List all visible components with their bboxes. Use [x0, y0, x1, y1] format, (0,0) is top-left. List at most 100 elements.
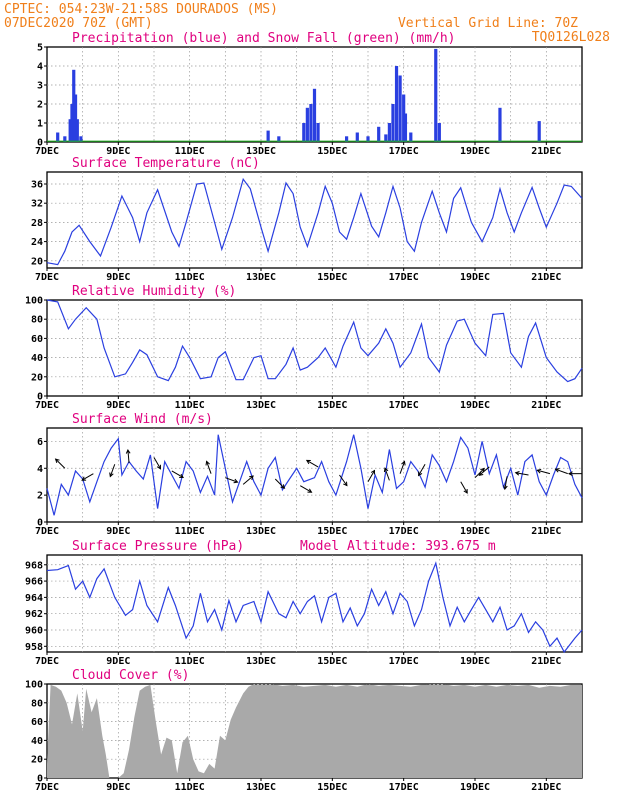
x-tick-label: 21DEC — [531, 782, 561, 793]
y-tick-label: 28 — [31, 218, 43, 229]
x-tick-label: 21DEC — [531, 146, 561, 157]
wind-arrow-head — [383, 467, 389, 473]
x-tick-label: 19DEC — [460, 656, 490, 667]
panel-5: 958 960 962 964 966 968 7DEC 9DEC 11DEC 13DEC 15DE… — [25, 539, 583, 667]
wind-arrow-head — [249, 475, 254, 480]
x-tick-label: 9DEC — [106, 400, 130, 411]
precip-bar — [312, 88, 317, 142]
y-tick-label: 0 — [37, 774, 43, 785]
x-tick-label: 19DEC — [460, 782, 490, 793]
precip-bar — [377, 126, 381, 142]
wind-arrow — [504, 476, 508, 490]
wind-arrow-head — [463, 488, 468, 494]
series-line — [46, 434, 583, 516]
y-tick-label: 6 — [37, 437, 43, 448]
y-tick-label: 80 — [31, 315, 43, 326]
wind-arrow — [474, 468, 485, 479]
wind-arrow — [306, 460, 319, 468]
wind-arrow — [81, 473, 94, 481]
y-tick-label: 20 — [31, 372, 43, 383]
wind-arrow-head — [536, 468, 542, 474]
x-tick-label: 21DEC — [531, 272, 561, 283]
header-location: CPTEC: 054:23W-21:58S DOURADOS (MS) — [4, 2, 278, 17]
wind-arrow — [299, 485, 312, 493]
precip-bar — [73, 94, 78, 142]
y-tick-label: 0 — [37, 518, 43, 529]
panel-frame — [46, 171, 583, 269]
x-tick-label: 9DEC — [106, 656, 130, 667]
panel-2: 20 24 28 32 36 7DEC 9DEC 11DEC 13DEC 15DEC 17DEC 19… — [31, 156, 583, 283]
wind-arrow — [55, 458, 66, 469]
x-tick-label: 9DEC — [106, 272, 130, 283]
panel-title: Cloud Cover (%) — [72, 668, 189, 683]
wind-arrow — [206, 461, 212, 474]
y-tick-label: 966 — [25, 577, 43, 588]
y-tick-label: 1 — [37, 119, 43, 130]
wind-arrow-head — [401, 460, 406, 466]
header-model-code: TQ0126L028 — [532, 30, 610, 45]
precip-bar — [537, 121, 541, 142]
x-tick-label: 7DEC — [35, 656, 59, 667]
precip-bar — [394, 66, 399, 142]
x-tick-label: 7DEC — [35, 272, 59, 283]
y-tick-label: 3 — [37, 81, 43, 92]
x-tick-label: 7DEC — [35, 146, 59, 157]
precip-bar — [402, 94, 406, 142]
x-tick-label: 7DEC — [35, 526, 59, 537]
series-line — [46, 299, 583, 383]
wind-arrow — [367, 470, 375, 482]
wind-arrow-head — [554, 468, 560, 473]
precip-bar — [305, 107, 309, 142]
precip-bar — [277, 136, 281, 142]
x-tick-label: 19DEC — [460, 272, 490, 283]
precip-bar — [437, 123, 441, 142]
x-tick-label: 13DEC — [246, 400, 276, 411]
precip-bar — [316, 123, 320, 142]
x-tick-label: 15DEC — [317, 782, 347, 793]
wind-arrow — [537, 469, 551, 475]
wind-arrow-head — [307, 488, 313, 493]
precip-bar — [398, 75, 402, 142]
precip-bar — [409, 132, 413, 142]
x-tick-label: 7DEC — [35, 782, 59, 793]
x-tick-label: 15DEC — [317, 656, 347, 667]
x-tick-label: 13DEC — [246, 272, 276, 283]
x-tick-label: 11DEC — [175, 526, 205, 537]
precip-bar — [345, 136, 349, 142]
y-tick-label: 968 — [25, 560, 43, 571]
wind-arrow — [109, 464, 116, 477]
x-tick-label: 19DEC — [460, 526, 490, 537]
panel-subtitle: Model Altitude: 393.675 m — [300, 539, 496, 554]
y-tick-label: 4 — [37, 464, 43, 475]
x-tick-label: 11DEC — [175, 400, 205, 411]
panel-1: 0 1 2 3 4 5 7DEC 9DEC 11DEC 13DEC 15DEC 17DEC 19DEC 2… — [35, 31, 583, 157]
x-tick-label: 7DEC — [35, 400, 59, 411]
x-tick-label: 11DEC — [175, 272, 205, 283]
header-date: 07DEC2020 70Z (GMT) — [4, 16, 153, 31]
x-tick-label: 9DEC — [106, 526, 130, 537]
wind-arrow — [418, 464, 426, 476]
x-tick-label: 15DEC — [317, 400, 347, 411]
y-tick-label: 24 — [31, 237, 43, 248]
wind-arrow-head — [125, 448, 131, 454]
y-tick-label: 100 — [25, 680, 43, 691]
x-tick-label: 21DEC — [531, 526, 561, 537]
wind-arrow — [478, 466, 490, 476]
y-tick-label: 32 — [31, 199, 43, 210]
wind-arrow-head — [233, 478, 239, 484]
x-tick-label: 11DEC — [175, 782, 205, 793]
wind-arrow-head — [567, 471, 573, 477]
panel-frame — [46, 427, 583, 523]
y-tick-label: 958 — [25, 642, 43, 653]
wind-arrow-head — [156, 464, 162, 470]
wind-arrow — [242, 475, 254, 485]
x-tick-label: 21DEC — [531, 656, 561, 667]
precip-bar — [384, 134, 388, 142]
x-tick-label: 13DEC — [246, 526, 276, 537]
precip-bar — [56, 132, 60, 142]
wind-arrow — [515, 472, 529, 476]
x-tick-label: 13DEC — [246, 656, 276, 667]
y-tick-label: 2 — [37, 100, 43, 111]
panel-title: Surface Temperature (nC) — [72, 156, 260, 171]
wind-arrow-head — [205, 460, 210, 466]
